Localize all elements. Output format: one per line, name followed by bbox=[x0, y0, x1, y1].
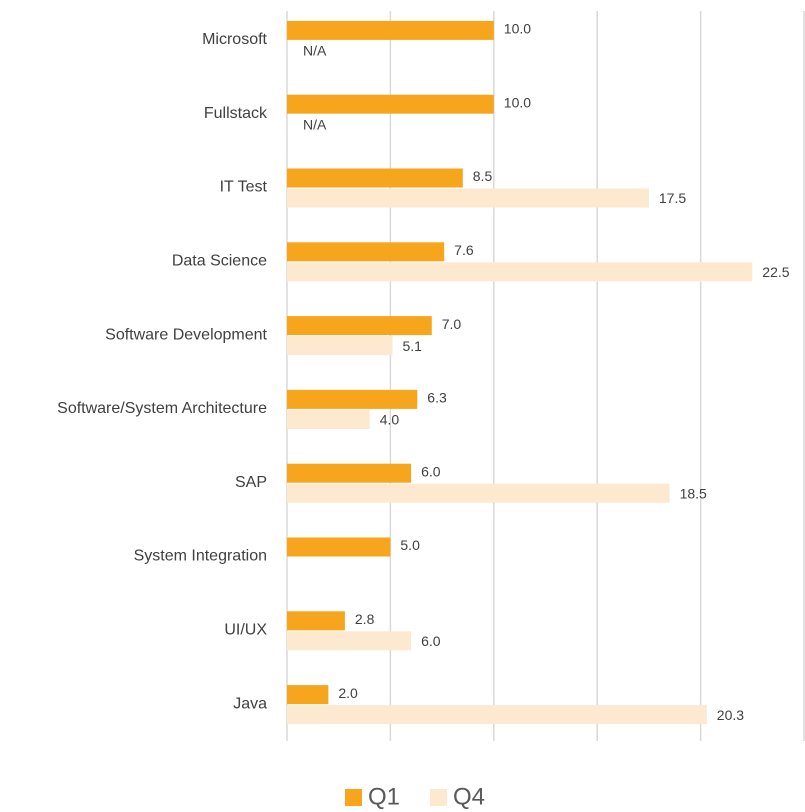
data-label: 2.8 bbox=[355, 611, 375, 627]
data-label: 20.3 bbox=[717, 707, 744, 723]
bar bbox=[287, 389, 418, 409]
bar bbox=[287, 262, 753, 282]
y-tick-label: Microsoft bbox=[202, 31, 267, 48]
data-label: 7.6 bbox=[454, 242, 474, 258]
data-label: 6.0 bbox=[421, 633, 441, 649]
bar bbox=[287, 242, 445, 262]
legend-swatch bbox=[430, 789, 447, 806]
legend-label: Q4 bbox=[453, 783, 485, 810]
data-label: N/A bbox=[303, 43, 327, 59]
bar bbox=[287, 316, 432, 336]
data-label: 10.0 bbox=[504, 94, 531, 110]
y-tick-label: Data Science bbox=[172, 253, 267, 270]
data-label: 17.5 bbox=[659, 190, 686, 206]
bar bbox=[287, 483, 670, 503]
bar bbox=[287, 168, 463, 188]
y-tick-label: SAP bbox=[235, 474, 267, 491]
data-label: 22.5 bbox=[762, 264, 789, 280]
y-tick-label: System Integration bbox=[134, 548, 267, 565]
y-tick-label: Fullstack bbox=[204, 105, 268, 122]
bar bbox=[287, 685, 329, 705]
legend-swatch bbox=[345, 789, 362, 806]
bar bbox=[287, 94, 494, 114]
y-tick-label: IT Test bbox=[220, 179, 268, 196]
data-label: 5.1 bbox=[402, 338, 422, 354]
data-label: 2.0 bbox=[338, 685, 358, 701]
bar bbox=[287, 336, 393, 356]
legend-label: Q1 bbox=[368, 783, 400, 810]
bar bbox=[287, 537, 391, 557]
bar bbox=[287, 631, 412, 651]
data-label: 5.0 bbox=[400, 537, 420, 553]
y-tick-label: Software/System Architecture bbox=[57, 400, 267, 417]
bar bbox=[287, 188, 649, 208]
y-tick-label: Software Development bbox=[105, 326, 267, 343]
bar bbox=[287, 20, 494, 40]
data-label: 18.5 bbox=[680, 485, 707, 501]
data-label: 6.3 bbox=[427, 390, 447, 406]
data-label: 10.0 bbox=[504, 21, 531, 37]
bar bbox=[287, 463, 412, 483]
data-label: 8.5 bbox=[473, 168, 493, 184]
data-label: 7.0 bbox=[442, 316, 462, 332]
data-label: 4.0 bbox=[380, 412, 400, 428]
bar bbox=[287, 611, 345, 631]
bar bbox=[287, 705, 707, 725]
y-tick-label: UI/UX bbox=[224, 622, 267, 639]
data-label: 6.0 bbox=[421, 463, 441, 479]
bar bbox=[287, 409, 370, 429]
data-label: N/A bbox=[303, 116, 327, 132]
y-tick-label: Java bbox=[233, 695, 267, 712]
